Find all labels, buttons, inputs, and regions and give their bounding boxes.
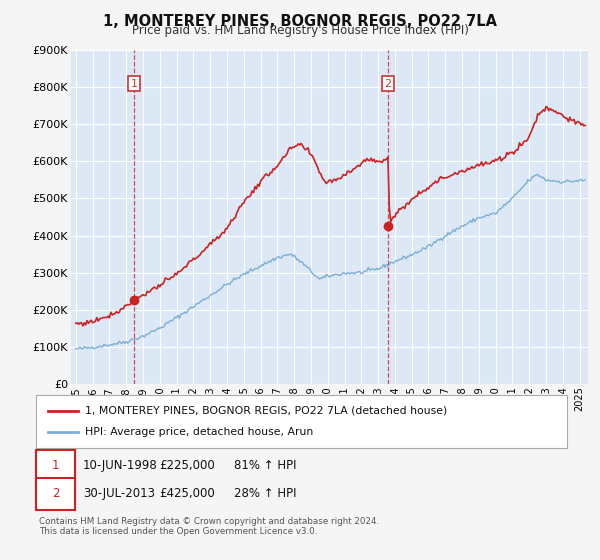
Text: 10-JUN-1998: 10-JUN-1998 xyxy=(83,459,158,473)
Text: 1: 1 xyxy=(52,459,59,473)
Text: 81% ↑ HPI: 81% ↑ HPI xyxy=(234,459,296,473)
Text: £425,000: £425,000 xyxy=(159,487,215,501)
Text: 1, MONTEREY PINES, BOGNOR REGIS, PO22 7LA (detached house): 1, MONTEREY PINES, BOGNOR REGIS, PO22 7L… xyxy=(85,406,448,416)
Text: £225,000: £225,000 xyxy=(159,459,215,473)
Text: 2: 2 xyxy=(385,79,391,88)
Text: 30-JUL-2013: 30-JUL-2013 xyxy=(83,487,155,501)
Text: 28% ↑ HPI: 28% ↑ HPI xyxy=(234,487,296,501)
Text: Price paid vs. HM Land Registry's House Price Index (HPI): Price paid vs. HM Land Registry's House … xyxy=(131,24,469,37)
Text: 2: 2 xyxy=(52,487,59,501)
Text: 1: 1 xyxy=(130,79,137,88)
Text: HPI: Average price, detached house, Arun: HPI: Average price, detached house, Arun xyxy=(85,427,313,437)
Text: This data is licensed under the Open Government Licence v3.0.: This data is licensed under the Open Gov… xyxy=(39,528,317,536)
Text: Contains HM Land Registry data © Crown copyright and database right 2024.: Contains HM Land Registry data © Crown c… xyxy=(39,517,379,526)
Text: 1, MONTEREY PINES, BOGNOR REGIS, PO22 7LA: 1, MONTEREY PINES, BOGNOR REGIS, PO22 7L… xyxy=(103,14,497,29)
